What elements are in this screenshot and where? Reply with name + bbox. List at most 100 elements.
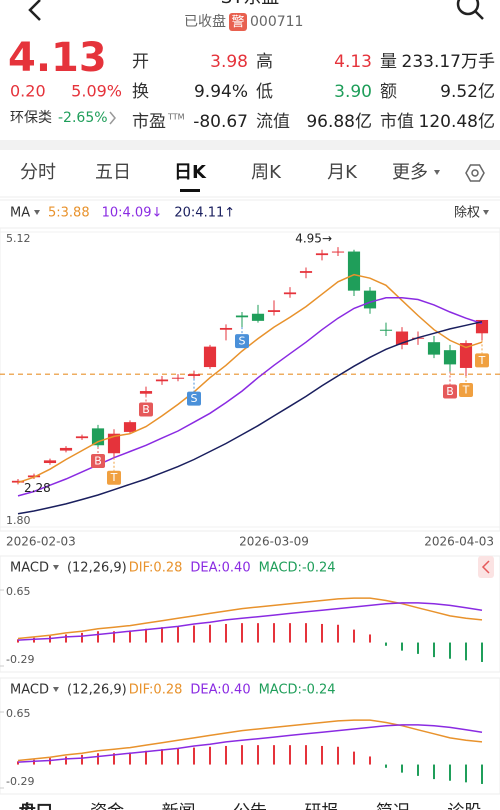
macd-bar	[17, 761, 19, 765]
candle-body	[315, 253, 329, 256]
stat-label-sup: TTM	[167, 113, 185, 122]
tab[interactable]: 更多	[392, 162, 428, 183]
bottom-tabs: 盘口 资金 新闻 公告 研报 简况 诊股	[19, 801, 482, 810]
candle-body	[363, 290, 377, 309]
bottom-tab[interactable]: 公告	[233, 802, 267, 810]
y-tick-label: -0.29	[6, 653, 34, 666]
macd-bar	[321, 745, 323, 765]
panel-toggle[interactable]	[478, 556, 494, 578]
bottom-tab[interactable]: 新闻	[162, 802, 196, 810]
y-tick-label: 0.65	[6, 707, 31, 720]
candle-body	[267, 310, 281, 312]
tab[interactable]: 五日	[95, 162, 131, 183]
macd-bar	[401, 642, 403, 651]
macd-bar	[17, 639, 19, 643]
trade-marker	[107, 470, 121, 485]
trade-marker	[187, 391, 201, 406]
candle-body	[379, 329, 393, 331]
panel-toggle-icon	[481, 560, 490, 574]
macd-bar	[33, 637, 35, 643]
macd-bar	[97, 753, 99, 765]
indicator-name[interactable]: MACD	[10, 683, 49, 698]
macd-chart: MACD (12,26,9) DIF:0.28 DEA:0.40 MACD:-0.24 0…	[0, 555, 500, 673]
macd-bar	[273, 745, 275, 765]
candle-body	[219, 327, 233, 330]
bottom-tab[interactable]: 资金	[90, 802, 124, 810]
macd-bar	[385, 642, 387, 646]
macd-bar	[81, 632, 83, 643]
stat-label: 流值	[256, 112, 290, 132]
adjust-menu[interactable]: 除权	[454, 205, 480, 221]
macd-bar	[353, 751, 355, 765]
stock-code: 000711	[250, 14, 303, 30]
macd-bar	[337, 746, 339, 765]
dropdown-icon	[52, 687, 59, 692]
sector-arrow[interactable]	[109, 111, 116, 125]
candle-body	[283, 292, 297, 295]
macd-bar	[113, 631, 115, 643]
x-tick-label: 2026-02-03	[6, 535, 76, 549]
macd-bar	[481, 642, 483, 662]
price-chart: MA 5:3.88 10:4.09↓ 20:4.11↑ 除权 5.12 1.80 2026-0…	[0, 199, 500, 549]
stat-value: 96.88亿	[306, 112, 372, 132]
y-tick-label: -0.29	[6, 775, 34, 788]
bottom-tab[interactable]: 盘口	[19, 801, 53, 810]
y-tick-label: 5.12	[6, 232, 31, 245]
macd-bar	[129, 752, 131, 765]
macd-bar	[161, 627, 163, 643]
macd-bar	[273, 623, 275, 643]
macd-bar	[289, 623, 291, 643]
stat-value: 4.13	[334, 52, 372, 72]
macd-bar	[177, 748, 179, 765]
macd-bar	[433, 764, 435, 780]
macd-bar	[241, 623, 243, 643]
macd-bar	[241, 745, 243, 765]
candle-body	[443, 350, 457, 365]
trade-marker-label: T	[462, 383, 470, 396]
tab[interactable]: 分时	[20, 162, 56, 183]
macd-legend: DIF:0.28	[129, 683, 183, 698]
macd-bar	[257, 623, 259, 643]
stat-value: 9.94%	[194, 82, 248, 102]
macd-bar	[305, 623, 307, 643]
ma-line	[17, 297, 483, 497]
settings-dot	[471, 169, 479, 177]
high-label: 4.95→	[295, 232, 332, 246]
macd-bar	[49, 758, 51, 765]
trade-marker-label: S	[191, 392, 198, 405]
macd-line	[17, 719, 483, 762]
settings-button[interactable]	[465, 164, 485, 182]
bottom-tab[interactable]: 简况	[376, 802, 410, 810]
macd-bar	[401, 764, 403, 773]
tab[interactable]: 月K	[327, 162, 358, 183]
indicator-menu[interactable]: MA	[10, 206, 30, 221]
candle-body	[187, 374, 201, 376]
back-button[interactable]	[28, 0, 41, 21]
market-status: 已收盘	[184, 13, 226, 30]
dropdown-icon	[52, 565, 59, 570]
trade-marker-label: B	[142, 403, 150, 416]
candle-body	[331, 251, 345, 253]
tab[interactable]: 周K	[251, 162, 282, 183]
macd-bar	[65, 756, 67, 765]
search-button[interactable]	[456, 0, 480, 16]
candle-body	[155, 379, 169, 382]
plot-frame	[0, 227, 500, 532]
macd-line	[17, 724, 483, 763]
panel-frame	[0, 677, 500, 795]
candle-body	[427, 342, 441, 355]
indicator-params: (12,26,9)	[67, 561, 127, 576]
macd-bar	[481, 764, 483, 784]
tab[interactable]: 日K	[174, 162, 207, 183]
indicator-name[interactable]: MACD	[10, 561, 49, 576]
bottom-tab[interactable]: 诊股	[447, 802, 481, 810]
bottom-tab[interactable]: 研报	[304, 802, 338, 810]
macd-bar	[369, 634, 371, 643]
dropdown-icon	[434, 170, 440, 175]
candle-body	[75, 436, 89, 439]
stat-value: 9.52亿	[440, 82, 495, 102]
stat-label: 开	[132, 52, 149, 72]
macd-bar	[449, 764, 451, 781]
stat-label: 市盈	[132, 112, 166, 132]
macd-legend: DIF:0.28	[129, 561, 183, 576]
